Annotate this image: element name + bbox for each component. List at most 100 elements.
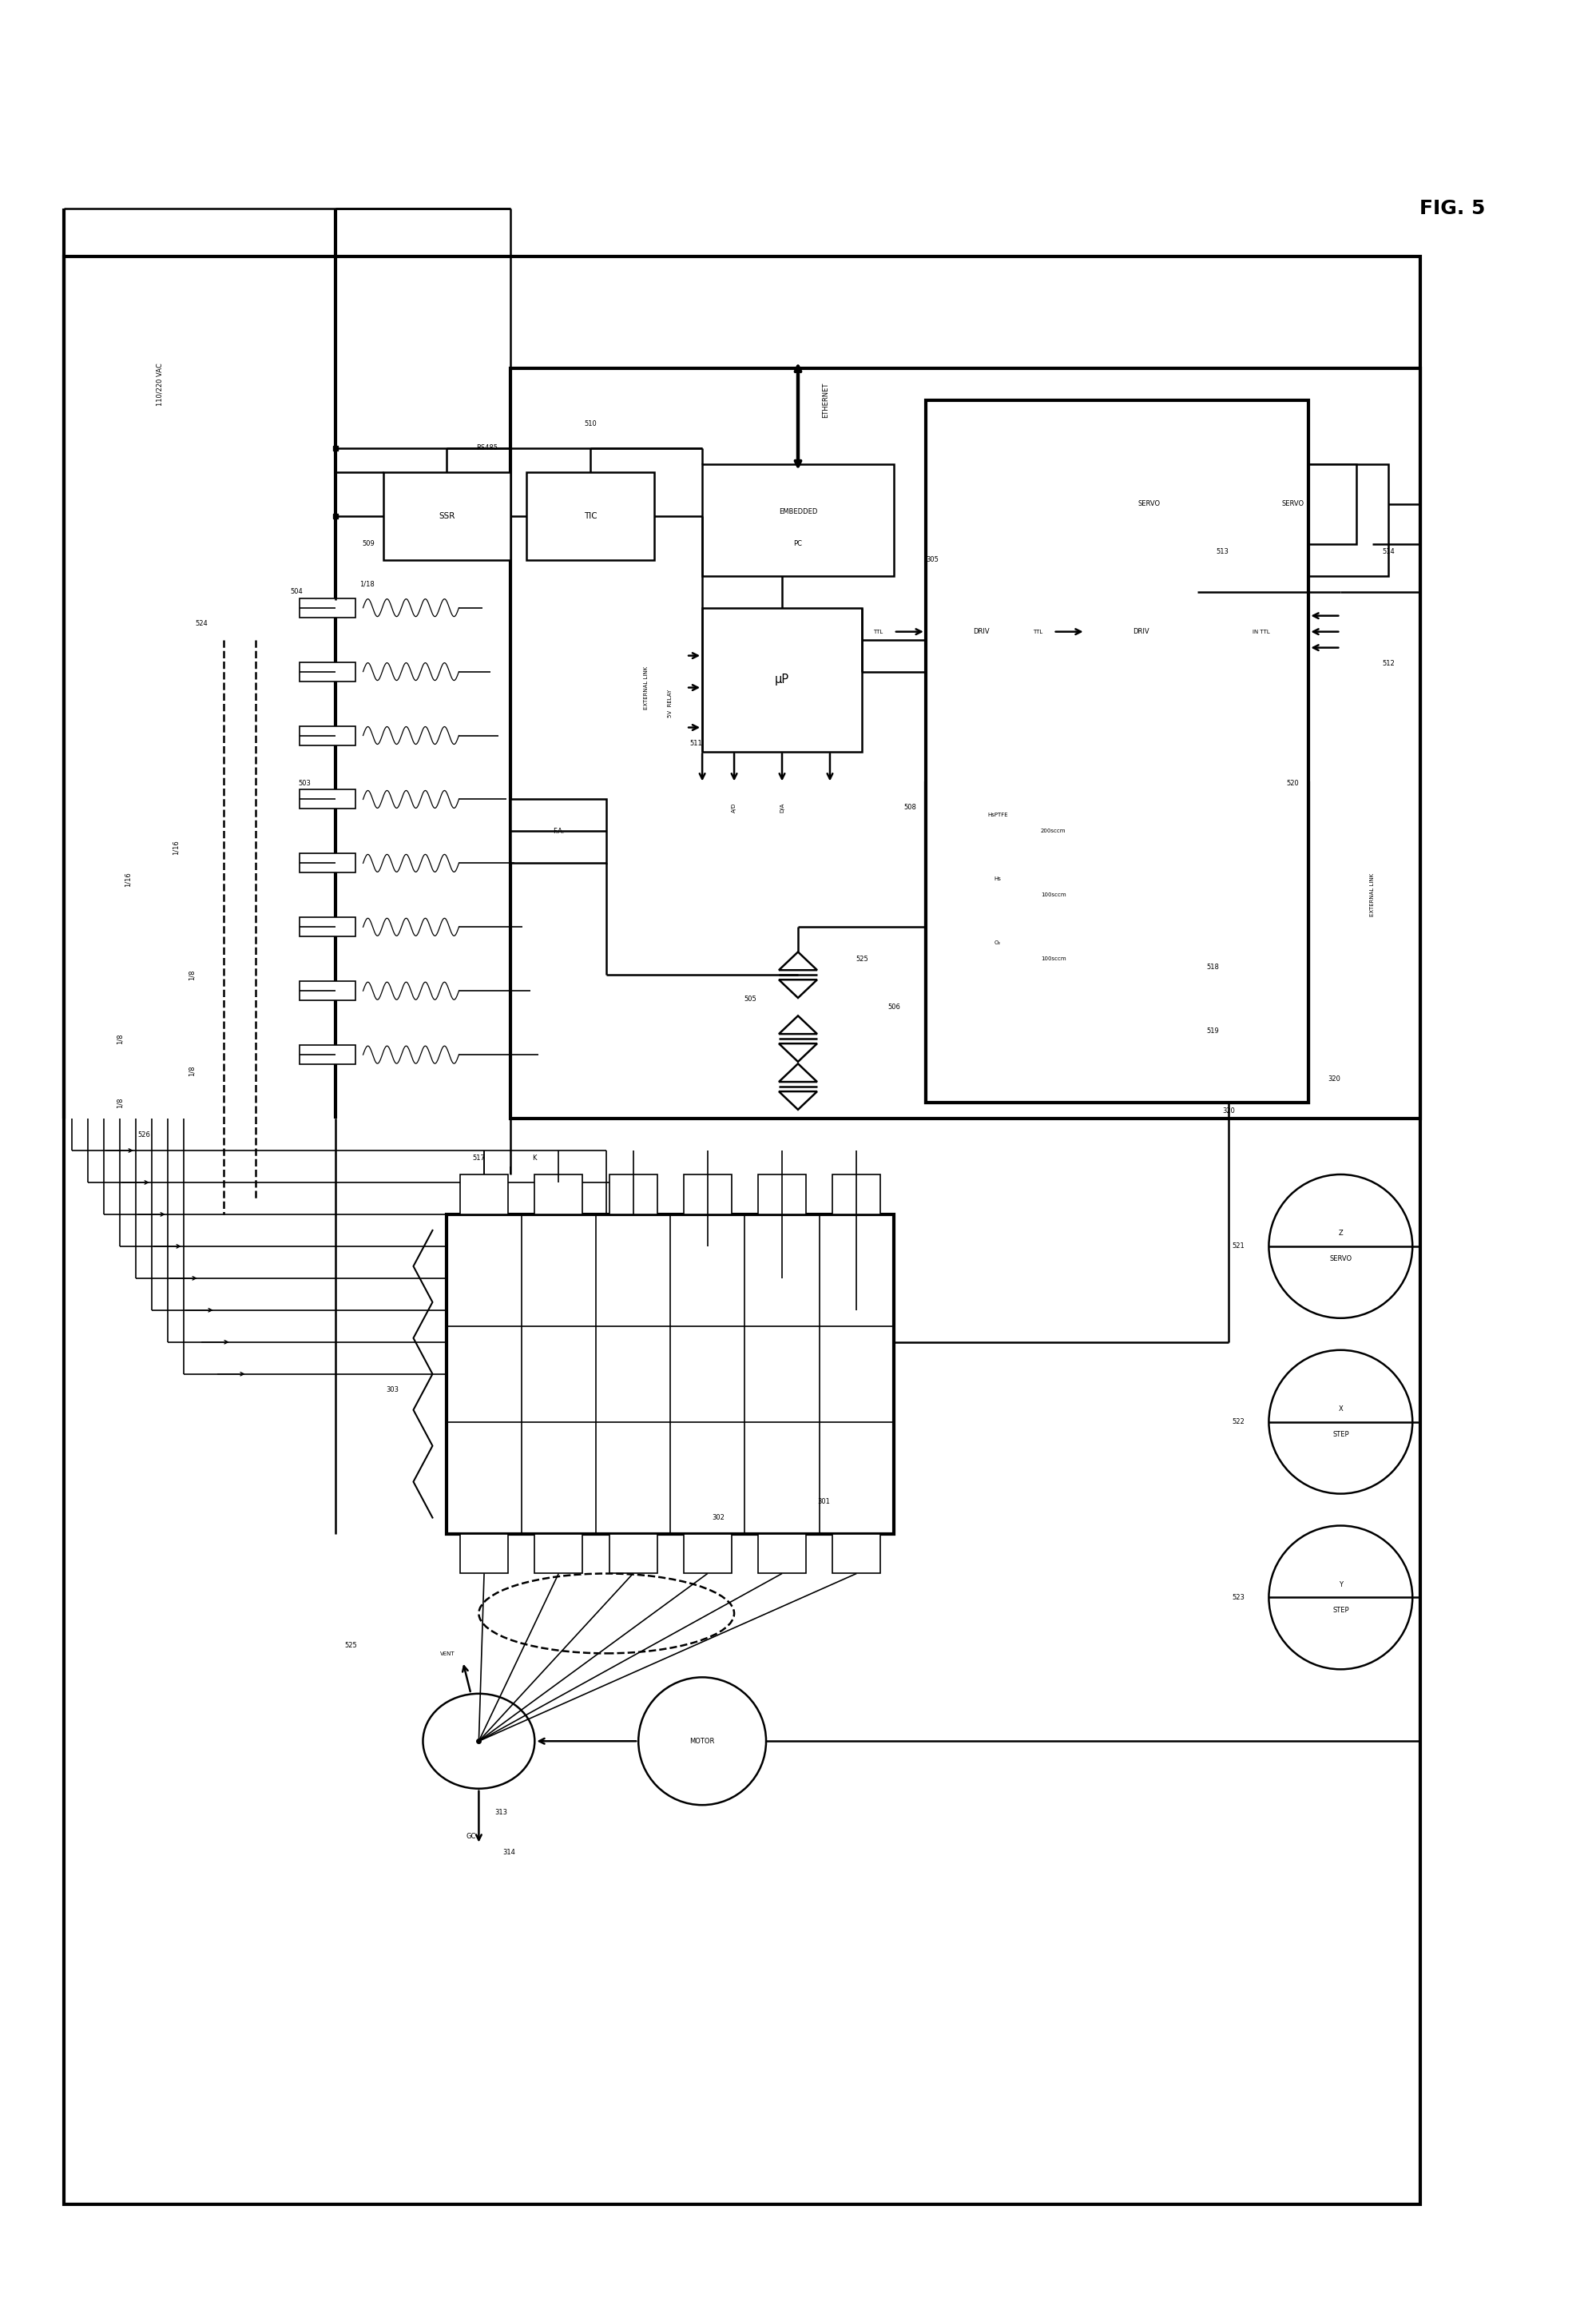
Text: SERVO: SERVO	[1282, 499, 1304, 509]
FancyBboxPatch shape	[460, 1174, 508, 1215]
Text: 200sccm: 200sccm	[1041, 828, 1066, 833]
Text: 525: 525	[345, 1643, 358, 1650]
FancyBboxPatch shape	[926, 400, 1309, 1102]
Text: FIG. 5: FIG. 5	[1419, 200, 1486, 219]
Text: µP: µP	[774, 674, 790, 686]
FancyBboxPatch shape	[460, 1535, 508, 1574]
FancyBboxPatch shape	[702, 465, 894, 575]
Text: 521: 521	[1232, 1243, 1245, 1249]
FancyBboxPatch shape	[683, 1174, 731, 1215]
Text: SSR: SSR	[439, 511, 455, 520]
FancyBboxPatch shape	[833, 1535, 881, 1574]
FancyBboxPatch shape	[926, 591, 1037, 672]
FancyBboxPatch shape	[1229, 465, 1357, 543]
Text: TTL: TTL	[873, 628, 883, 635]
Text: TIC: TIC	[584, 511, 597, 520]
FancyBboxPatch shape	[300, 854, 354, 872]
FancyBboxPatch shape	[942, 808, 966, 863]
FancyBboxPatch shape	[511, 368, 1420, 1118]
FancyBboxPatch shape	[447, 1215, 894, 1535]
Text: 513: 513	[1216, 548, 1229, 555]
Polygon shape	[779, 1045, 817, 1061]
Text: 305: 305	[926, 557, 938, 564]
FancyBboxPatch shape	[1085, 465, 1389, 575]
FancyBboxPatch shape	[527, 472, 654, 559]
Text: 100sccm: 100sccm	[1041, 957, 1066, 962]
FancyBboxPatch shape	[702, 607, 862, 752]
Text: 525: 525	[855, 955, 868, 962]
Text: HsPTFE: HsPTFE	[988, 812, 1007, 817]
Text: 506: 506	[887, 1003, 900, 1010]
FancyBboxPatch shape	[833, 1174, 881, 1215]
FancyBboxPatch shape	[511, 798, 606, 863]
Text: 1/8: 1/8	[188, 1065, 195, 1077]
Polygon shape	[779, 1015, 817, 1033]
FancyBboxPatch shape	[300, 980, 354, 1001]
Text: 518: 518	[1207, 964, 1219, 971]
Text: 522: 522	[1232, 1417, 1245, 1424]
Text: 313: 313	[495, 1809, 508, 1815]
FancyBboxPatch shape	[610, 1174, 658, 1215]
Text: GC: GC	[466, 1834, 476, 1841]
FancyBboxPatch shape	[1133, 934, 1181, 966]
Text: EXTERNAL LINK: EXTERNAL LINK	[1369, 874, 1376, 916]
Text: 1/8: 1/8	[188, 969, 195, 980]
Text: 519: 519	[1207, 1026, 1219, 1035]
FancyBboxPatch shape	[300, 918, 354, 937]
FancyBboxPatch shape	[1085, 465, 1213, 543]
Text: MOTOR: MOTOR	[689, 1737, 715, 1744]
Text: 511: 511	[689, 741, 702, 748]
Text: IN TTL: IN TTL	[1253, 628, 1269, 635]
Polygon shape	[779, 1063, 817, 1081]
Text: 301: 301	[817, 1498, 830, 1505]
Text: 1/18: 1/18	[359, 580, 375, 587]
FancyBboxPatch shape	[926, 782, 1309, 1102]
Text: 302: 302	[712, 1514, 725, 1521]
Text: STEP: STEP	[1333, 1431, 1349, 1438]
Text: 523: 523	[1232, 1595, 1245, 1601]
Text: PC: PC	[793, 541, 803, 548]
Text: 512: 512	[1382, 660, 1395, 667]
Text: 1/16: 1/16	[124, 872, 131, 886]
Text: Y: Y	[1339, 1581, 1342, 1588]
FancyBboxPatch shape	[535, 1174, 583, 1215]
Text: VENT: VENT	[440, 1652, 455, 1657]
Text: RS485: RS485	[476, 444, 498, 451]
Text: O₂: O₂	[994, 941, 1001, 946]
FancyBboxPatch shape	[300, 598, 354, 617]
FancyBboxPatch shape	[758, 1174, 806, 1215]
Text: 5V  RELAY: 5V RELAY	[667, 690, 674, 718]
Text: 508: 508	[903, 803, 916, 810]
FancyBboxPatch shape	[758, 1535, 806, 1574]
Text: EXTERNAL LINK: EXTERNAL LINK	[643, 665, 650, 709]
Text: 504: 504	[290, 589, 303, 596]
Text: 514: 514	[1382, 548, 1395, 555]
Text: SERVO: SERVO	[1329, 1256, 1352, 1263]
Text: A/D: A/D	[731, 803, 737, 812]
Text: 320: 320	[1328, 1075, 1341, 1081]
Text: 517: 517	[472, 1155, 485, 1162]
Text: STEP: STEP	[1333, 1606, 1349, 1613]
FancyBboxPatch shape	[535, 1535, 583, 1574]
FancyBboxPatch shape	[610, 1535, 658, 1574]
Polygon shape	[779, 953, 817, 971]
Text: 526: 526	[137, 1132, 150, 1139]
Text: 510: 510	[584, 421, 597, 428]
FancyBboxPatch shape	[383, 472, 511, 559]
FancyBboxPatch shape	[1133, 808, 1181, 840]
Text: DRIV: DRIV	[1133, 628, 1149, 635]
Text: K: K	[533, 1155, 536, 1162]
FancyBboxPatch shape	[942, 934, 966, 992]
Text: 520: 520	[1286, 780, 1299, 787]
Text: 314: 314	[503, 1850, 516, 1857]
FancyBboxPatch shape	[64, 258, 1420, 2204]
Text: 110/220 VAC: 110/220 VAC	[156, 364, 163, 405]
Text: F.A.: F.A.	[552, 828, 565, 835]
Text: Hs: Hs	[994, 877, 1001, 881]
FancyBboxPatch shape	[683, 1535, 731, 1574]
FancyBboxPatch shape	[1133, 872, 1181, 902]
FancyBboxPatch shape	[300, 663, 354, 681]
Text: 1/16: 1/16	[172, 840, 179, 854]
Text: SERVO: SERVO	[1138, 499, 1160, 509]
Text: Z: Z	[1339, 1231, 1342, 1238]
